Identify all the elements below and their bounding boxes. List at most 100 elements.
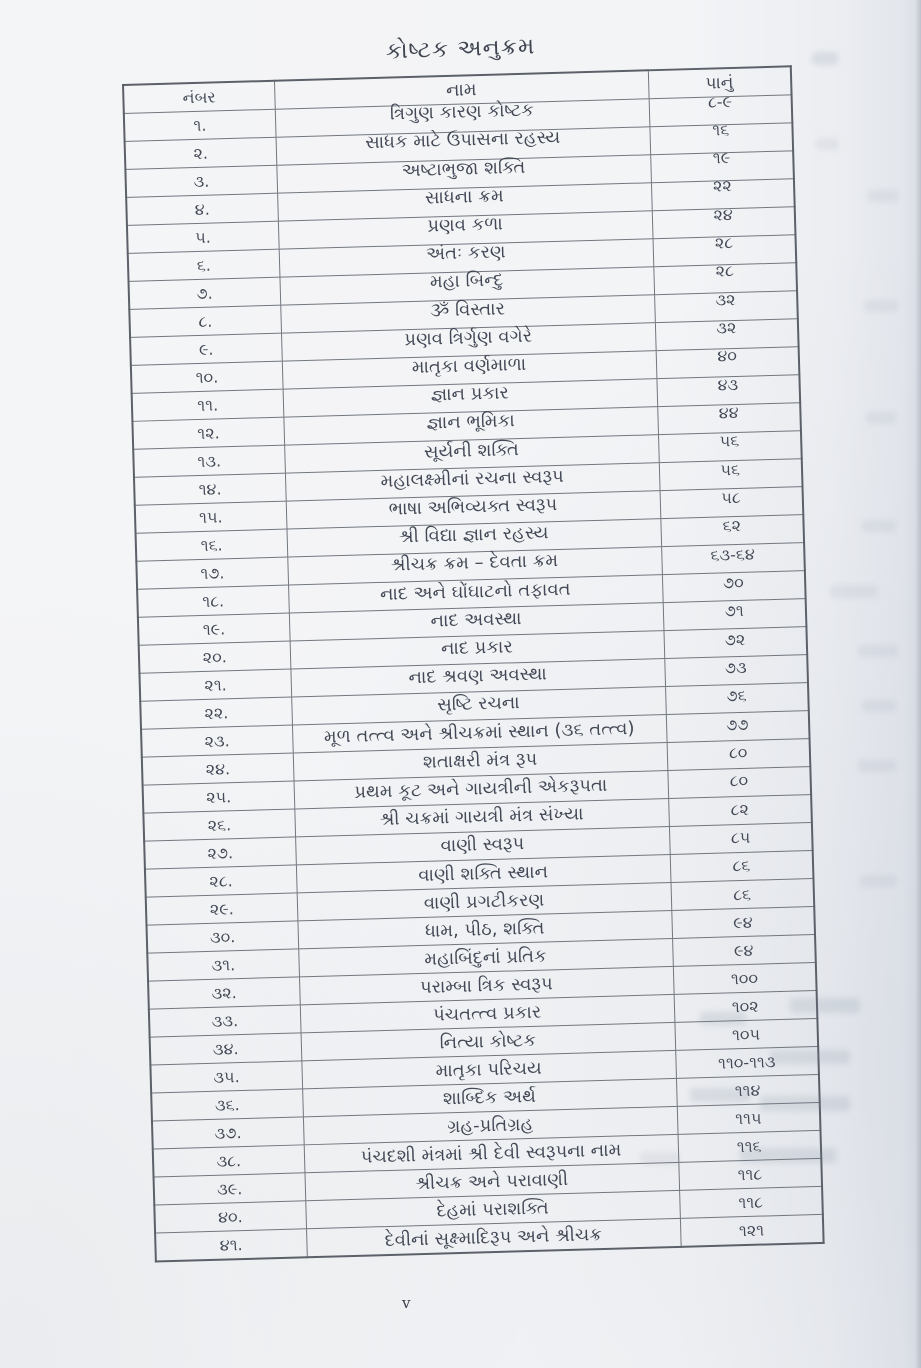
row-number-cell: ૨૯. [145,892,298,926]
row-number-cell: ૨૦. [138,641,291,674]
row-number-cell: ૩૫. [150,1060,303,1094]
row-page-cell: ૮૬ [669,849,814,882]
bleed-through-mark [868,190,898,202]
row-page-cell: ૩૨ [654,311,799,344]
row-number-cell: ૬. [127,249,280,282]
row-number-cell: ૨૨. [140,697,292,730]
bleed-through-mark [740,1148,836,1163]
row-page-cell: ૩૨ [653,283,798,316]
row-page-cell: ૭૦ [661,566,806,599]
row-page-cell: ૯૪ [671,906,816,939]
row-page-cell: ૪૪ [657,396,801,429]
row-number-cell: ૨૫. [142,780,295,814]
row-number-cell: ૩. [125,165,278,198]
row-page-cell: ૧૦૫ [674,1018,819,1051]
scan-tilt-wrapper: નંબર નામ પાનું ૧. ત્રિગુણ કારણ કોષ્ટક ૮-૯ ૨… [122,65,825,1263]
row-page-cell: ૮-૯ [648,85,793,118]
bleed-through-mark [862,520,896,532]
bleed-through-mark [858,645,898,657]
bleed-through-mark [690,1088,750,1102]
row-number-cell: ૩૨. [148,976,300,1010]
row-page-cell: ૮૬ [670,878,815,911]
bleed-through-mark [760,1096,850,1111]
row-number-cell: ૭. [128,277,281,310]
row-page-cell: ૧૧૮ [679,1186,823,1219]
row-page-cell: ૭૩ [664,651,808,684]
row-page-cell: ૮૨ [668,793,812,826]
row-page-cell: ૭૨ [663,623,808,656]
row-page-cell: ૫૮ [659,481,804,514]
row-page-cell: ૨૨ [650,169,795,202]
row-number-cell: ૨. [124,137,277,170]
page-edge-shadow [915,0,921,1368]
row-page-cell: ૧૧૮ [678,1158,823,1191]
row-page-cell: ૭૧ [662,594,807,627]
row-number-cell: ૨૬. [143,808,296,842]
row-number-cell: ૨૪. [141,752,294,786]
row-number-cell: ૪. [126,193,278,226]
row-number-cell: ૮. [129,305,282,338]
bleed-through-mark [830,585,878,598]
row-page-cell: ૮૦ [666,736,811,769]
row-number-cell: ૧૧. [131,389,284,422]
row-page-cell: ૧૬ [649,113,793,146]
row-number-cell: ૨૧. [139,669,292,702]
row-number-cell: ૨૭. [144,836,296,870]
row-number-cell: ૧૩. [133,445,285,478]
row-number-cell: ૧૯. [137,613,290,646]
row-number-cell: ૩૭. [151,1116,304,1150]
row-number-cell: ૩૮. [152,1144,305,1178]
row-number-cell: ૩૬. [151,1088,303,1122]
bleed-through-mark [862,700,896,712]
row-number-cell: ૧૨. [132,417,285,450]
row-number-cell: ૧૬. [135,529,288,562]
row-page-cell: ૪૦ [655,339,800,372]
row-page-cell: ૪૩ [656,368,800,401]
row-page-cell: ૨૮ [652,226,797,259]
row-number-cell: ૩૧. [147,948,300,982]
toc-table-body: ૧. ત્રિગુણ કારણ કોષ્ટક ૮-૯ ૨. સાધક માટે ઉપાસ… [123,85,824,1262]
row-number-cell: ૩૯. [153,1172,306,1206]
row-number-cell: ૩૪. [149,1032,302,1066]
row-number-cell: ૪૦. [154,1200,307,1234]
toc-table: નંબર નામ પાનું ૧. ત્રિગુણ કારણ કોષ્ટક ૮-૯ ૨… [122,65,825,1263]
row-page-cell: ૧૨૧ [679,1214,824,1247]
row-page-cell: ૧૯ [649,141,794,174]
row-number-cell: ૧૮. [137,585,289,618]
roman-page-number: v [402,1294,411,1312]
bleed-through-mark [770,1050,850,1064]
row-number-cell: ૧૦. [130,361,283,394]
bleed-through-mark [812,52,838,65]
bleed-through-mark [866,412,896,424]
row-number-cell: ૧. [123,109,276,142]
bleed-through-mark [864,300,898,312]
bleed-through-mark [816,138,838,150]
row-page-cell: ૨૮ [653,254,797,287]
row-page-cell: ૫૬ [657,424,802,457]
row-page-cell: ૬૩-૬૪ [661,538,805,571]
row-number-cell: ૪૧. [155,1228,307,1262]
row-page-cell: ૧૦૦ [672,962,817,995]
bleed-through-mark [860,875,896,887]
row-page-cell: ૬૨ [660,509,804,542]
row-number-cell: ૩૩. [148,1004,301,1038]
row-number-cell: ૧૭. [136,557,289,590]
bleed-through-mark [790,998,860,1013]
bleed-through-mark [700,1012,746,1025]
row-number-cell: ૩૦. [146,920,299,954]
row-page-cell: ૫૬ [658,453,803,486]
row-number-cell: ૨૩. [141,725,293,758]
row-number-cell: ૧૫. [134,501,287,534]
row-number-cell: ૫. [126,221,279,254]
row-page-cell: ૯૪ [672,934,816,967]
row-page-cell: ૨૪ [651,198,796,231]
row-number-cell: ૨૮. [144,864,297,898]
row-number-cell: ૧૪. [133,473,286,506]
row-number-cell: ૯. [130,333,282,366]
bleed-through-mark [640,1152,680,1165]
row-page-cell: ૭૬ [664,679,809,712]
row-page-cell: ૮૫ [668,821,813,854]
header-number-cell: નંબર [123,80,275,114]
row-page-cell: ૮૦ [667,764,812,797]
